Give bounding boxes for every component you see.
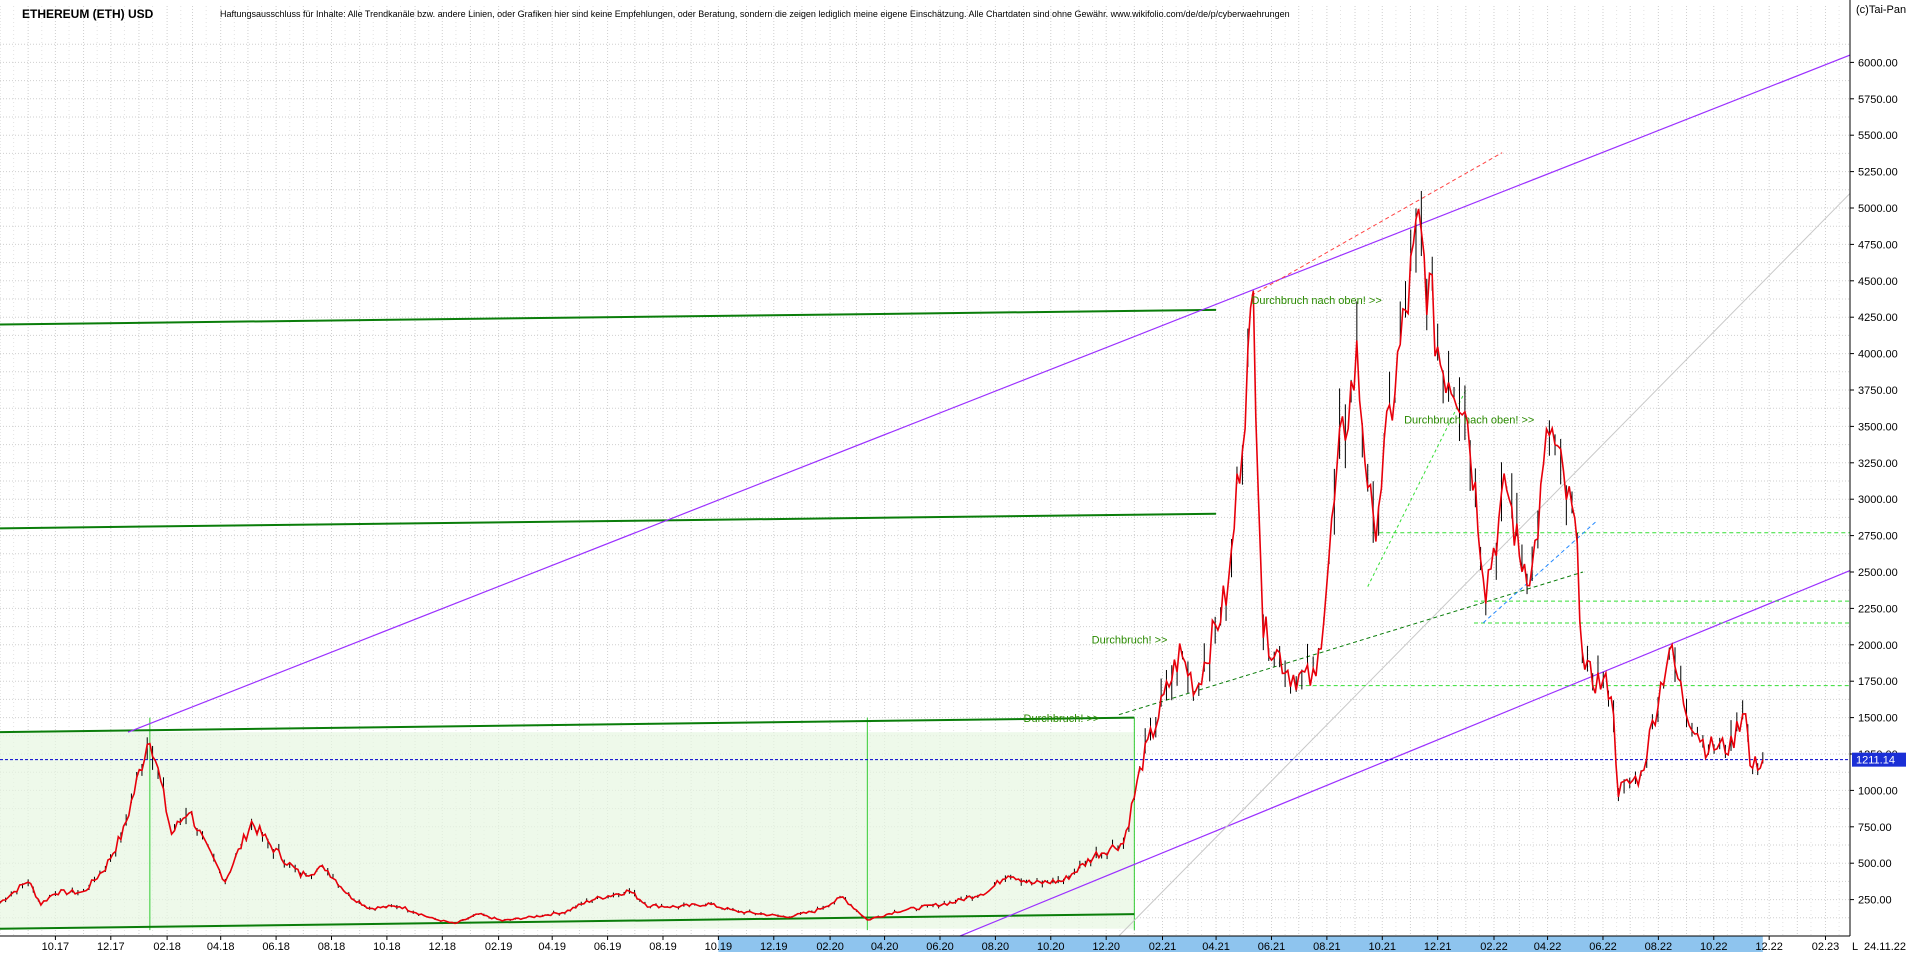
x-tick-label: 02.22: [1480, 941, 1508, 952]
x-tick-label: 02.19: [485, 941, 513, 952]
annotation-label: Durchbruch nach oben! >>: [1251, 295, 1381, 307]
trendlines: [0, 54, 1851, 952]
y-tick-label: 4250.00: [1858, 312, 1898, 324]
x-tick-label: 12.17: [97, 941, 125, 952]
y-tick-label: 750.00: [1858, 822, 1892, 834]
x-tick-label: 06.19: [594, 941, 622, 952]
x-tick-label: 10.22: [1700, 941, 1728, 952]
y-tick-label: 1000.00: [1858, 785, 1898, 797]
y-tick-label: 5250.00: [1858, 167, 1898, 179]
copyright-label: (c)Tai-Pan: [1856, 4, 1906, 16]
channel-line: [127, 54, 1851, 733]
y-tick-label: 3250.00: [1858, 458, 1898, 470]
last-price-label: 1211.14: [1856, 755, 1895, 767]
x-tick-label: 10.20: [1037, 941, 1065, 952]
x-tick-label: 04.21: [1202, 941, 1230, 952]
x-axis-highlight: [718, 936, 1763, 952]
x-tick-label: 04.22: [1534, 941, 1562, 952]
x-tick-label: 10.19: [705, 941, 733, 952]
x-tick-label: 12.22: [1755, 941, 1783, 952]
support-line: [0, 716, 1135, 734]
x-axis: 10.17 12.17 02.18 04.18 06.18 08.18 10.18 12.18…: [0, 935, 1906, 953]
x-tick-label: 02.18: [153, 941, 181, 952]
x-tick-label: 10.21: [1369, 941, 1397, 952]
y-tick-label: 1750.00: [1858, 676, 1898, 688]
axis-letter-label: L: [1852, 941, 1858, 952]
chart-subtitle: Haftungsausschluss für Inhalte: Alle Tre…: [220, 9, 1290, 19]
x-tick-label: 08.20: [982, 941, 1010, 952]
support-line: [0, 512, 1217, 530]
x-tick-label: 08.18: [318, 941, 346, 952]
shaded-area: [0, 717, 1135, 931]
x-tick-label: 12.20: [1092, 941, 1120, 952]
y-tick-label: 4500.00: [1858, 276, 1898, 288]
annotation-label: Durchbruch! >>: [1092, 634, 1168, 646]
y-tick-label: 2500.00: [1858, 567, 1898, 579]
x-tick-label: 02.23: [1812, 941, 1840, 952]
grey-trendline: [1118, 193, 1851, 937]
x-tick-label: 06.22: [1589, 941, 1617, 952]
trendline-dashed: [1367, 389, 1467, 587]
y-tick-label: 4000.00: [1858, 349, 1898, 361]
y-tick-label: 3000.00: [1858, 494, 1898, 506]
y-tick-label: 2750.00: [1858, 531, 1898, 543]
y-tick-label: 2250.00: [1858, 603, 1898, 615]
x-tick-label: 10.18: [373, 941, 401, 952]
last-date-label: 24.11.22: [1864, 941, 1906, 952]
y-tick-label: 6000.00: [1858, 57, 1898, 69]
shaded-region: [0, 732, 1135, 929]
x-tick-label: 06.20: [926, 941, 954, 952]
resistance-dashed: [1251, 152, 1503, 296]
y-tick-label: 1500.00: [1858, 713, 1898, 725]
x-tick-label: 02.20: [816, 941, 844, 952]
x-tick-label: 12.18: [429, 941, 457, 952]
x-tick-label: 08.21: [1313, 941, 1341, 952]
y-tick-label: 5000.00: [1858, 203, 1898, 215]
x-tick-label: 06.18: [262, 941, 290, 952]
annotation-label: Durchbruch! >>: [1024, 713, 1100, 725]
annotations: Durchbruch nach oben! >> Durchbruch nach …: [1024, 295, 1535, 725]
x-tick-label: 12.19: [760, 941, 788, 952]
x-tick-label: 10.17: [42, 941, 70, 952]
price-line: [0, 208, 1764, 925]
y-tick-label: 4750.00: [1858, 239, 1898, 251]
x-tick-label: 06.21: [1258, 941, 1286, 952]
y-tick-label: 250.00: [1858, 895, 1892, 907]
price-series: [0, 190, 1764, 925]
x-tick-label: 08.22: [1645, 941, 1673, 952]
y-axis: 250.00500.00750.001000.001250.001500.001…: [1849, 0, 1906, 936]
annotation-label: Durchbruch nach oben! >>: [1404, 414, 1534, 426]
chart-title: ETHEREUM (ETH) USD: [22, 7, 154, 21]
support-line: [0, 913, 1135, 930]
x-tick-label: 04.18: [207, 941, 235, 952]
y-tick-label: 3500.00: [1858, 421, 1898, 433]
x-tick-label: 04.19: [538, 941, 566, 952]
x-tick-label: 08.19: [649, 941, 677, 952]
x-tick-label: 12.21: [1424, 941, 1452, 952]
x-tick-label: 02.21: [1149, 941, 1177, 952]
x-tick-label: 04.20: [871, 941, 899, 952]
y-tick-label: 5500.00: [1858, 130, 1898, 142]
support-line: [0, 308, 1217, 326]
y-tick-label: 500.00: [1858, 858, 1892, 870]
y-tick-label: 3750.00: [1858, 385, 1898, 397]
y-tick-label: 2000.00: [1858, 640, 1898, 652]
last-price-badge: [1852, 752, 1906, 767]
y-tick-label: 5750.00: [1858, 94, 1898, 106]
channel-line: [924, 569, 1851, 952]
